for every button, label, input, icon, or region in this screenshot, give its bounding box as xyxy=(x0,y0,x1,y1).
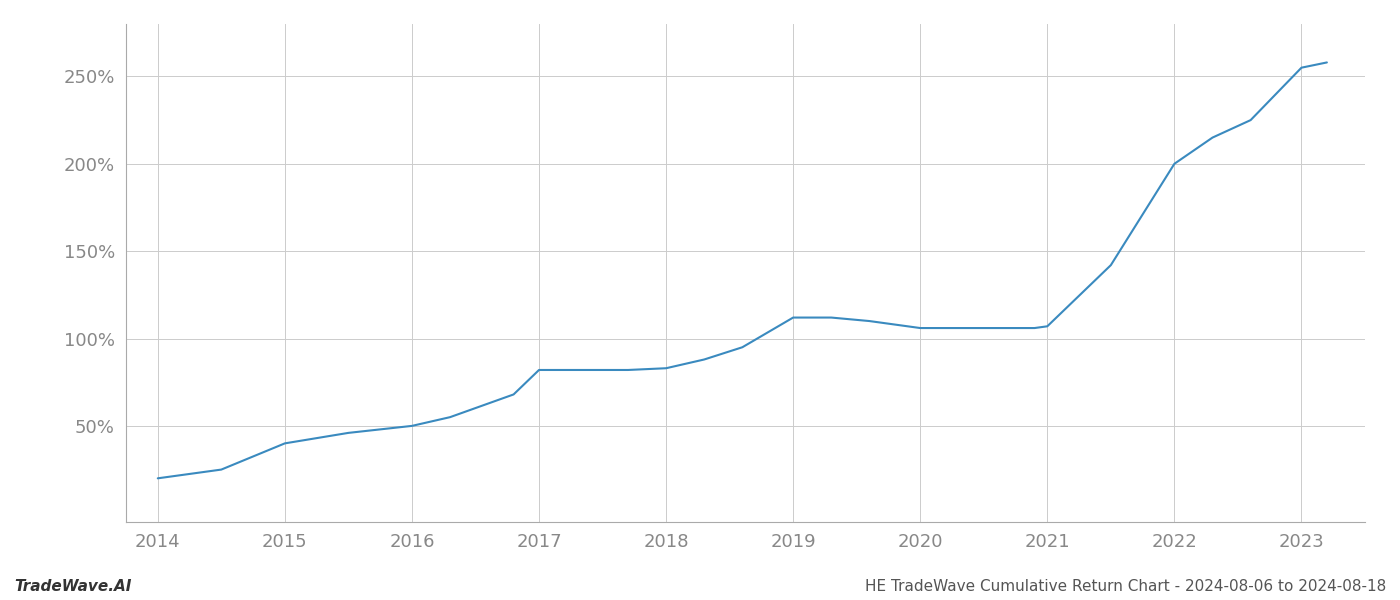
Text: TradeWave.AI: TradeWave.AI xyxy=(14,579,132,594)
Text: HE TradeWave Cumulative Return Chart - 2024-08-06 to 2024-08-18: HE TradeWave Cumulative Return Chart - 2… xyxy=(865,579,1386,594)
